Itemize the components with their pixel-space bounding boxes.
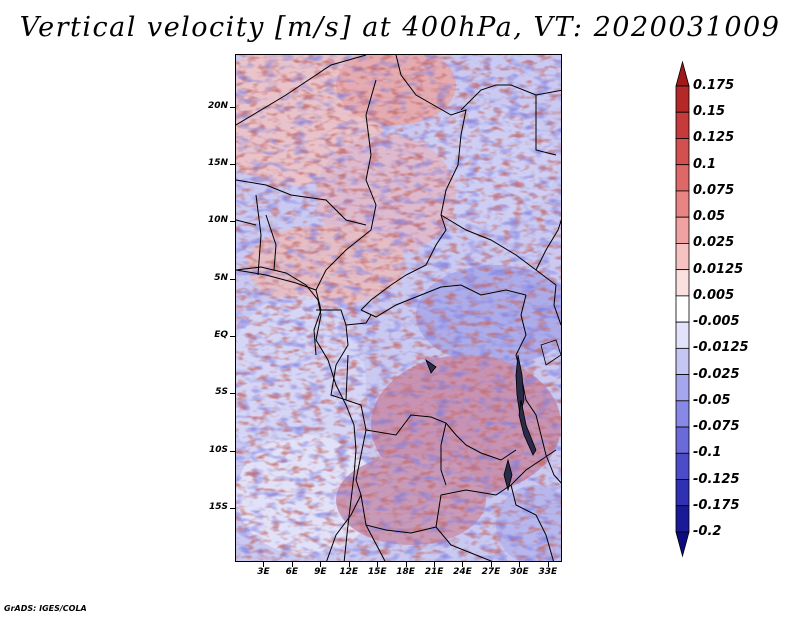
chart-title: Vertical velocity [m/s] at 400hPa, VT: 2… (19, 12, 781, 43)
country-borders (236, 55, 561, 561)
lon-tick (320, 562, 322, 567)
lon-label: 18E (396, 567, 415, 577)
colorbar-level-label: 0.125 (693, 130, 735, 146)
lat-tick (230, 450, 235, 452)
lat-label: EQ (214, 330, 228, 341)
lon-label: 33E (538, 567, 558, 577)
lat-tick (230, 508, 235, 510)
colorbar-bin (675, 138, 690, 166)
lon-tick (263, 562, 265, 567)
lat-label: 20N (207, 100, 228, 111)
lat-label: 10S (208, 444, 228, 455)
colorbar-bin (675, 505, 690, 533)
lon-tick (405, 562, 407, 567)
colorbar-level-label: 0.0125 (693, 261, 744, 277)
colorbar-level-label: 0.175 (693, 78, 735, 93)
colorbar-level-label: 0.025 (693, 235, 735, 251)
lon-tick (462, 562, 464, 567)
colorbar-level-label: 0.15 (693, 104, 726, 120)
colorbar-bin (675, 216, 690, 244)
colorbar-level-label: -0.025 (693, 366, 740, 382)
lon-label: 9E (314, 567, 327, 577)
colorbar-bin (675, 85, 690, 113)
lat-tick (230, 393, 235, 395)
colorbar-bottom-arrow (675, 531, 690, 558)
lon-tick (547, 562, 549, 567)
colorbar-bin (675, 190, 690, 218)
lon-label: 12E (339, 567, 359, 577)
colorbar-level-label: -0.005 (693, 314, 740, 330)
lon-label: 15E (367, 567, 387, 577)
lon-label: 27E (481, 567, 501, 577)
lat-tick (230, 221, 235, 223)
colorbar-bin (675, 111, 690, 139)
colorbar-level-label: -0.1 (693, 445, 722, 461)
lon-label: 24E (453, 567, 472, 577)
lat-label: 15S (208, 502, 228, 513)
colorbar-level-label: -0.05 (693, 392, 731, 408)
lon-tick (434, 562, 436, 567)
colorbar-bin (675, 426, 690, 454)
colorbar-level-label: -0.175 (693, 497, 740, 513)
lat-label: 5N (214, 272, 228, 283)
colorbar-level-label: 0.05 (693, 209, 726, 225)
colorbar-bin (675, 295, 690, 323)
colorbar-level-label: -0.075 (693, 419, 740, 435)
colorbar-level-label: 0.075 (693, 182, 735, 198)
lon-tick (377, 562, 379, 567)
lon-label: 21E (424, 567, 444, 577)
lat-tick (230, 336, 235, 338)
lat-tick (230, 106, 235, 108)
colorbar-bin (675, 400, 690, 428)
colorbar-bin (675, 479, 690, 507)
colorbar-level-label: -0.2 (693, 524, 722, 539)
lat-label: 10N (207, 215, 228, 226)
lon-tick (519, 562, 521, 567)
lon-label: 30E (510, 567, 529, 577)
grads-credit: GrADS: IGES/COLA (4, 604, 87, 613)
colorbar-bin (675, 452, 690, 480)
coastline (236, 266, 357, 561)
lat-tick (230, 278, 235, 280)
colorbar-level-label: 0.1 (693, 156, 717, 172)
colorbar-bin (675, 374, 690, 402)
map-panel (235, 54, 562, 562)
lon-label: 6E (285, 567, 299, 577)
lon-tick (348, 562, 350, 567)
lakes (425, 339, 561, 492)
lat-tick (230, 164, 235, 166)
colorbar-top-arrow (675, 60, 690, 87)
colorbar-bin (675, 243, 690, 271)
colorbar-level-label: 0.005 (693, 287, 735, 303)
lat-label: 15N (207, 158, 228, 169)
colorbar-level-label: -0.0125 (693, 340, 749, 356)
colorbar-level-label: -0.125 (693, 471, 740, 487)
colorbar-bin (675, 321, 690, 349)
colorbar-bin (675, 269, 690, 297)
lon-tick (490, 562, 492, 567)
lat-label: 5S (215, 387, 228, 398)
lon-tick (291, 562, 293, 567)
colorbar-bin (675, 164, 690, 192)
lon-label: 3E (257, 567, 270, 577)
colorbar-bin (675, 347, 690, 375)
